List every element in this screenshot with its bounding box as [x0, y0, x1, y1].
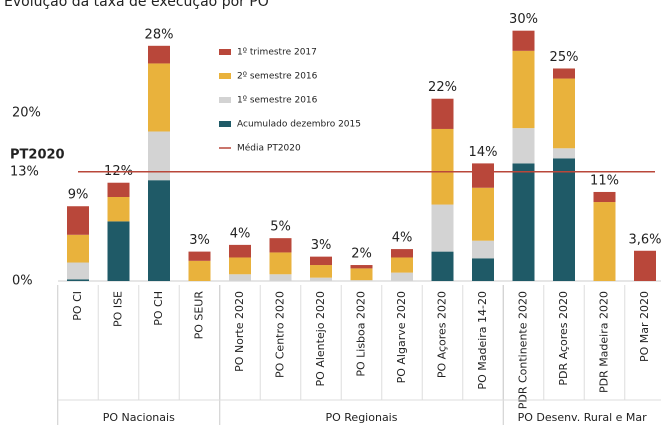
- reference-label: PT2020: [10, 147, 65, 162]
- x-tick-label: PO Açores 2020: [436, 291, 449, 378]
- total-label: 4%: [230, 226, 251, 241]
- total-label: 3%: [189, 233, 210, 248]
- total-label: 9%: [68, 188, 89, 203]
- x-tick-label: PO Alentejo 2020: [314, 291, 327, 386]
- total-label: 25%: [550, 50, 579, 65]
- total-label: 11%: [590, 173, 619, 188]
- bar-segment: [229, 257, 251, 275]
- x-tick-label: PO SEUR: [193, 291, 206, 340]
- bar-segment: [593, 191, 616, 203]
- bar-segment: [512, 163, 535, 281]
- bar-segment: [391, 257, 413, 273]
- legend-label: 1º trimestre 2017: [237, 48, 317, 58]
- bar-segment: [350, 268, 373, 281]
- bar-segment: [431, 251, 454, 281]
- bar-segment: [188, 251, 211, 261]
- bar-segment: [593, 202, 616, 281]
- bar-segment: [188, 260, 211, 281]
- x-tick-label: PO Centro 2020: [274, 291, 287, 378]
- legend-label: Média PT2020: [237, 143, 301, 154]
- x-tick-label: PO Madeira 14-20: [476, 291, 489, 390]
- legend-label: Acumulado dezembro 2015: [237, 120, 361, 130]
- total-label: 4%: [392, 231, 413, 246]
- bar-segment: [107, 182, 130, 197]
- bar-segment: [269, 238, 292, 253]
- y-tick-label: 20%: [12, 106, 41, 121]
- bar-segment: [310, 256, 332, 266]
- bar-segment: [67, 279, 89, 281]
- bar-segment: [310, 277, 332, 281]
- bar-segment: [472, 163, 494, 188]
- bar-segment: [107, 197, 130, 222]
- bar-segment: [350, 280, 373, 281]
- bar-segment: [148, 45, 170, 64]
- bar-segment: [431, 204, 454, 252]
- bar-segment: [148, 180, 170, 281]
- bar-segment: [553, 78, 575, 149]
- legend-label: 2º semestre 2016: [237, 72, 318, 82]
- total-label: 22%: [428, 80, 457, 95]
- x-tick-label: PDR Continente 2020: [517, 291, 530, 409]
- total-label: 2%: [351, 247, 372, 262]
- bar-segment: [67, 206, 89, 235]
- bar-segment: [391, 249, 413, 258]
- total-label: 3,6%: [628, 232, 661, 247]
- legend-swatch: [219, 49, 231, 55]
- bar-segment: [553, 158, 575, 281]
- bar-segment: [553, 68, 575, 79]
- bar-segment: [229, 244, 251, 258]
- bar-segment: [512, 50, 535, 129]
- bar-segment: [512, 128, 535, 164]
- total-label: 28%: [145, 27, 174, 42]
- total-label: 5%: [270, 220, 291, 235]
- total-label: 3%: [311, 238, 332, 253]
- bar-segment: [229, 274, 251, 281]
- group-label: PO Nacionais: [103, 411, 175, 424]
- x-tick-label: PDR Açores 2020: [557, 291, 570, 386]
- bar-segment: [310, 265, 332, 278]
- bar-segment: [67, 262, 89, 280]
- legend-swatch: [219, 73, 231, 79]
- bar-segment: [269, 274, 292, 281]
- x-tick-label: PO CI: [71, 291, 84, 321]
- x-tick-label: PO Mar 2020: [638, 291, 651, 362]
- legend-swatch: [219, 97, 231, 103]
- bar-segment: [472, 240, 494, 259]
- group-label: PO Regionais: [326, 411, 398, 424]
- total-label: 14%: [469, 145, 498, 160]
- x-tick-label: PO ISE: [112, 291, 125, 327]
- x-tick-label: PO Algarve 2020: [395, 291, 408, 383]
- legend-label: 1º semestre 2016: [237, 96, 318, 106]
- legend-swatch: [219, 121, 231, 127]
- bar-segment: [350, 265, 373, 269]
- reference-value: 13%: [10, 164, 39, 179]
- chart-title: Evolução da taxa de execução por PO: [4, 0, 269, 10]
- bar-segment: [553, 148, 575, 159]
- bar-segment: [634, 250, 656, 281]
- bar-segment: [67, 234, 89, 263]
- y-tick-label: 0%: [12, 274, 33, 289]
- x-tick-label: PO Norte 2020: [233, 291, 246, 372]
- bar-segment: [472, 258, 494, 281]
- group-label: PO Desenv. Rural e Mar: [518, 411, 648, 424]
- x-tick-label: PO CH: [152, 291, 165, 326]
- x-tick-label: PDR Madeira 2020: [598, 291, 611, 393]
- bar-segment: [269, 252, 292, 275]
- bar-segment: [431, 128, 454, 205]
- x-tick-label: PO Lisboa 2020: [355, 291, 368, 377]
- bar-segment: [391, 272, 413, 281]
- bar-segment: [431, 98, 454, 129]
- bar-segment: [148, 131, 170, 181]
- bar-segment: [512, 30, 535, 51]
- bar-segment: [148, 63, 170, 132]
- bar-segment: [472, 187, 494, 241]
- bar-segment: [107, 221, 130, 281]
- total-label: 30%: [509, 12, 538, 27]
